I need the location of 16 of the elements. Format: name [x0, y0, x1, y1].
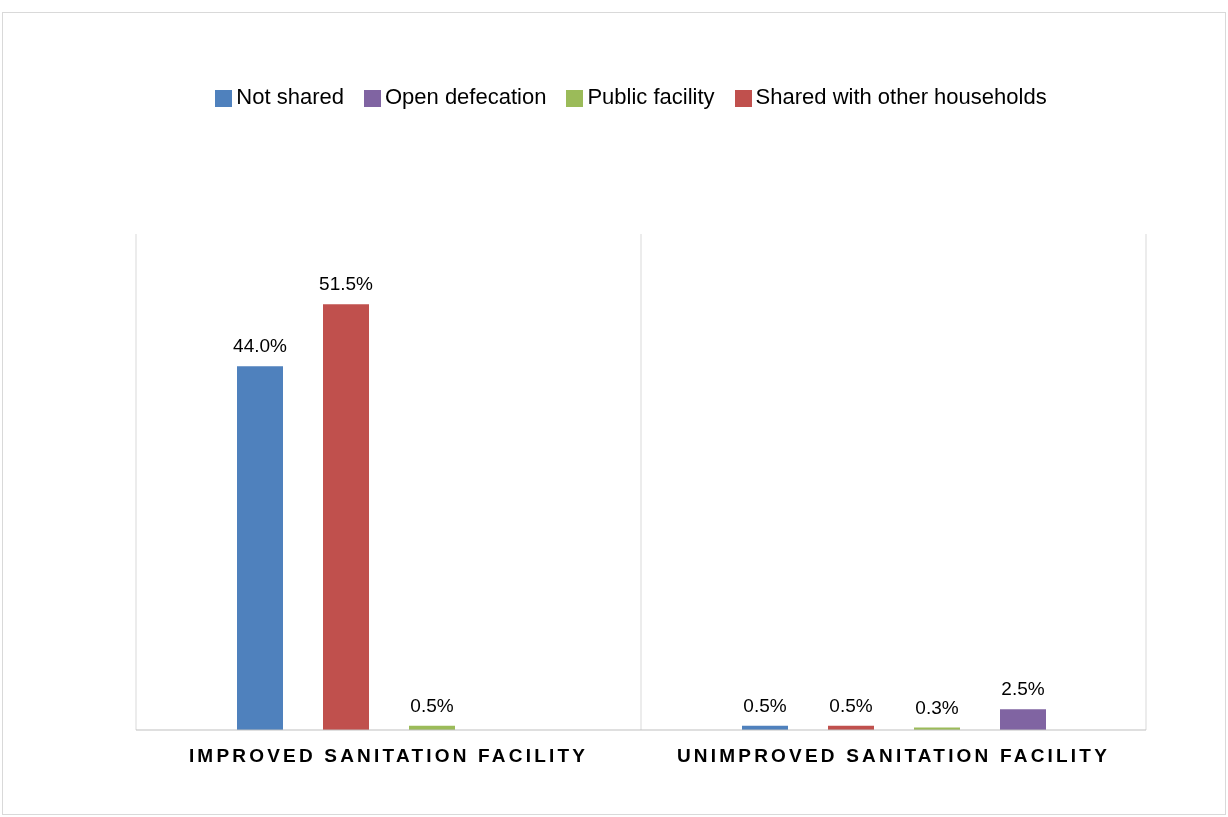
data-label: 2.5%: [1001, 678, 1045, 700]
x-tick-label: UNIMPROVED SANITATION FACILITY: [676, 745, 1111, 766]
bar: [323, 304, 369, 730]
x-tick-label: IMPROVED SANITATION FACILITY: [188, 745, 589, 766]
bar: [237, 366, 283, 730]
data-label: 44.0%: [233, 335, 288, 357]
data-label: 51.5%: [319, 273, 374, 295]
legend-label: Open defecation: [384, 84, 547, 109]
legend-label: Public facility: [587, 84, 715, 109]
legend-label: Not shared: [236, 84, 344, 109]
data-label: 0.3%: [915, 696, 959, 718]
legend-label: Shared with other households: [755, 84, 1047, 109]
data-label: 0.5%: [743, 694, 787, 716]
data-label: 0.5%: [829, 694, 873, 716]
data-label: 0.5%: [410, 694, 454, 716]
bar: [1000, 709, 1046, 730]
